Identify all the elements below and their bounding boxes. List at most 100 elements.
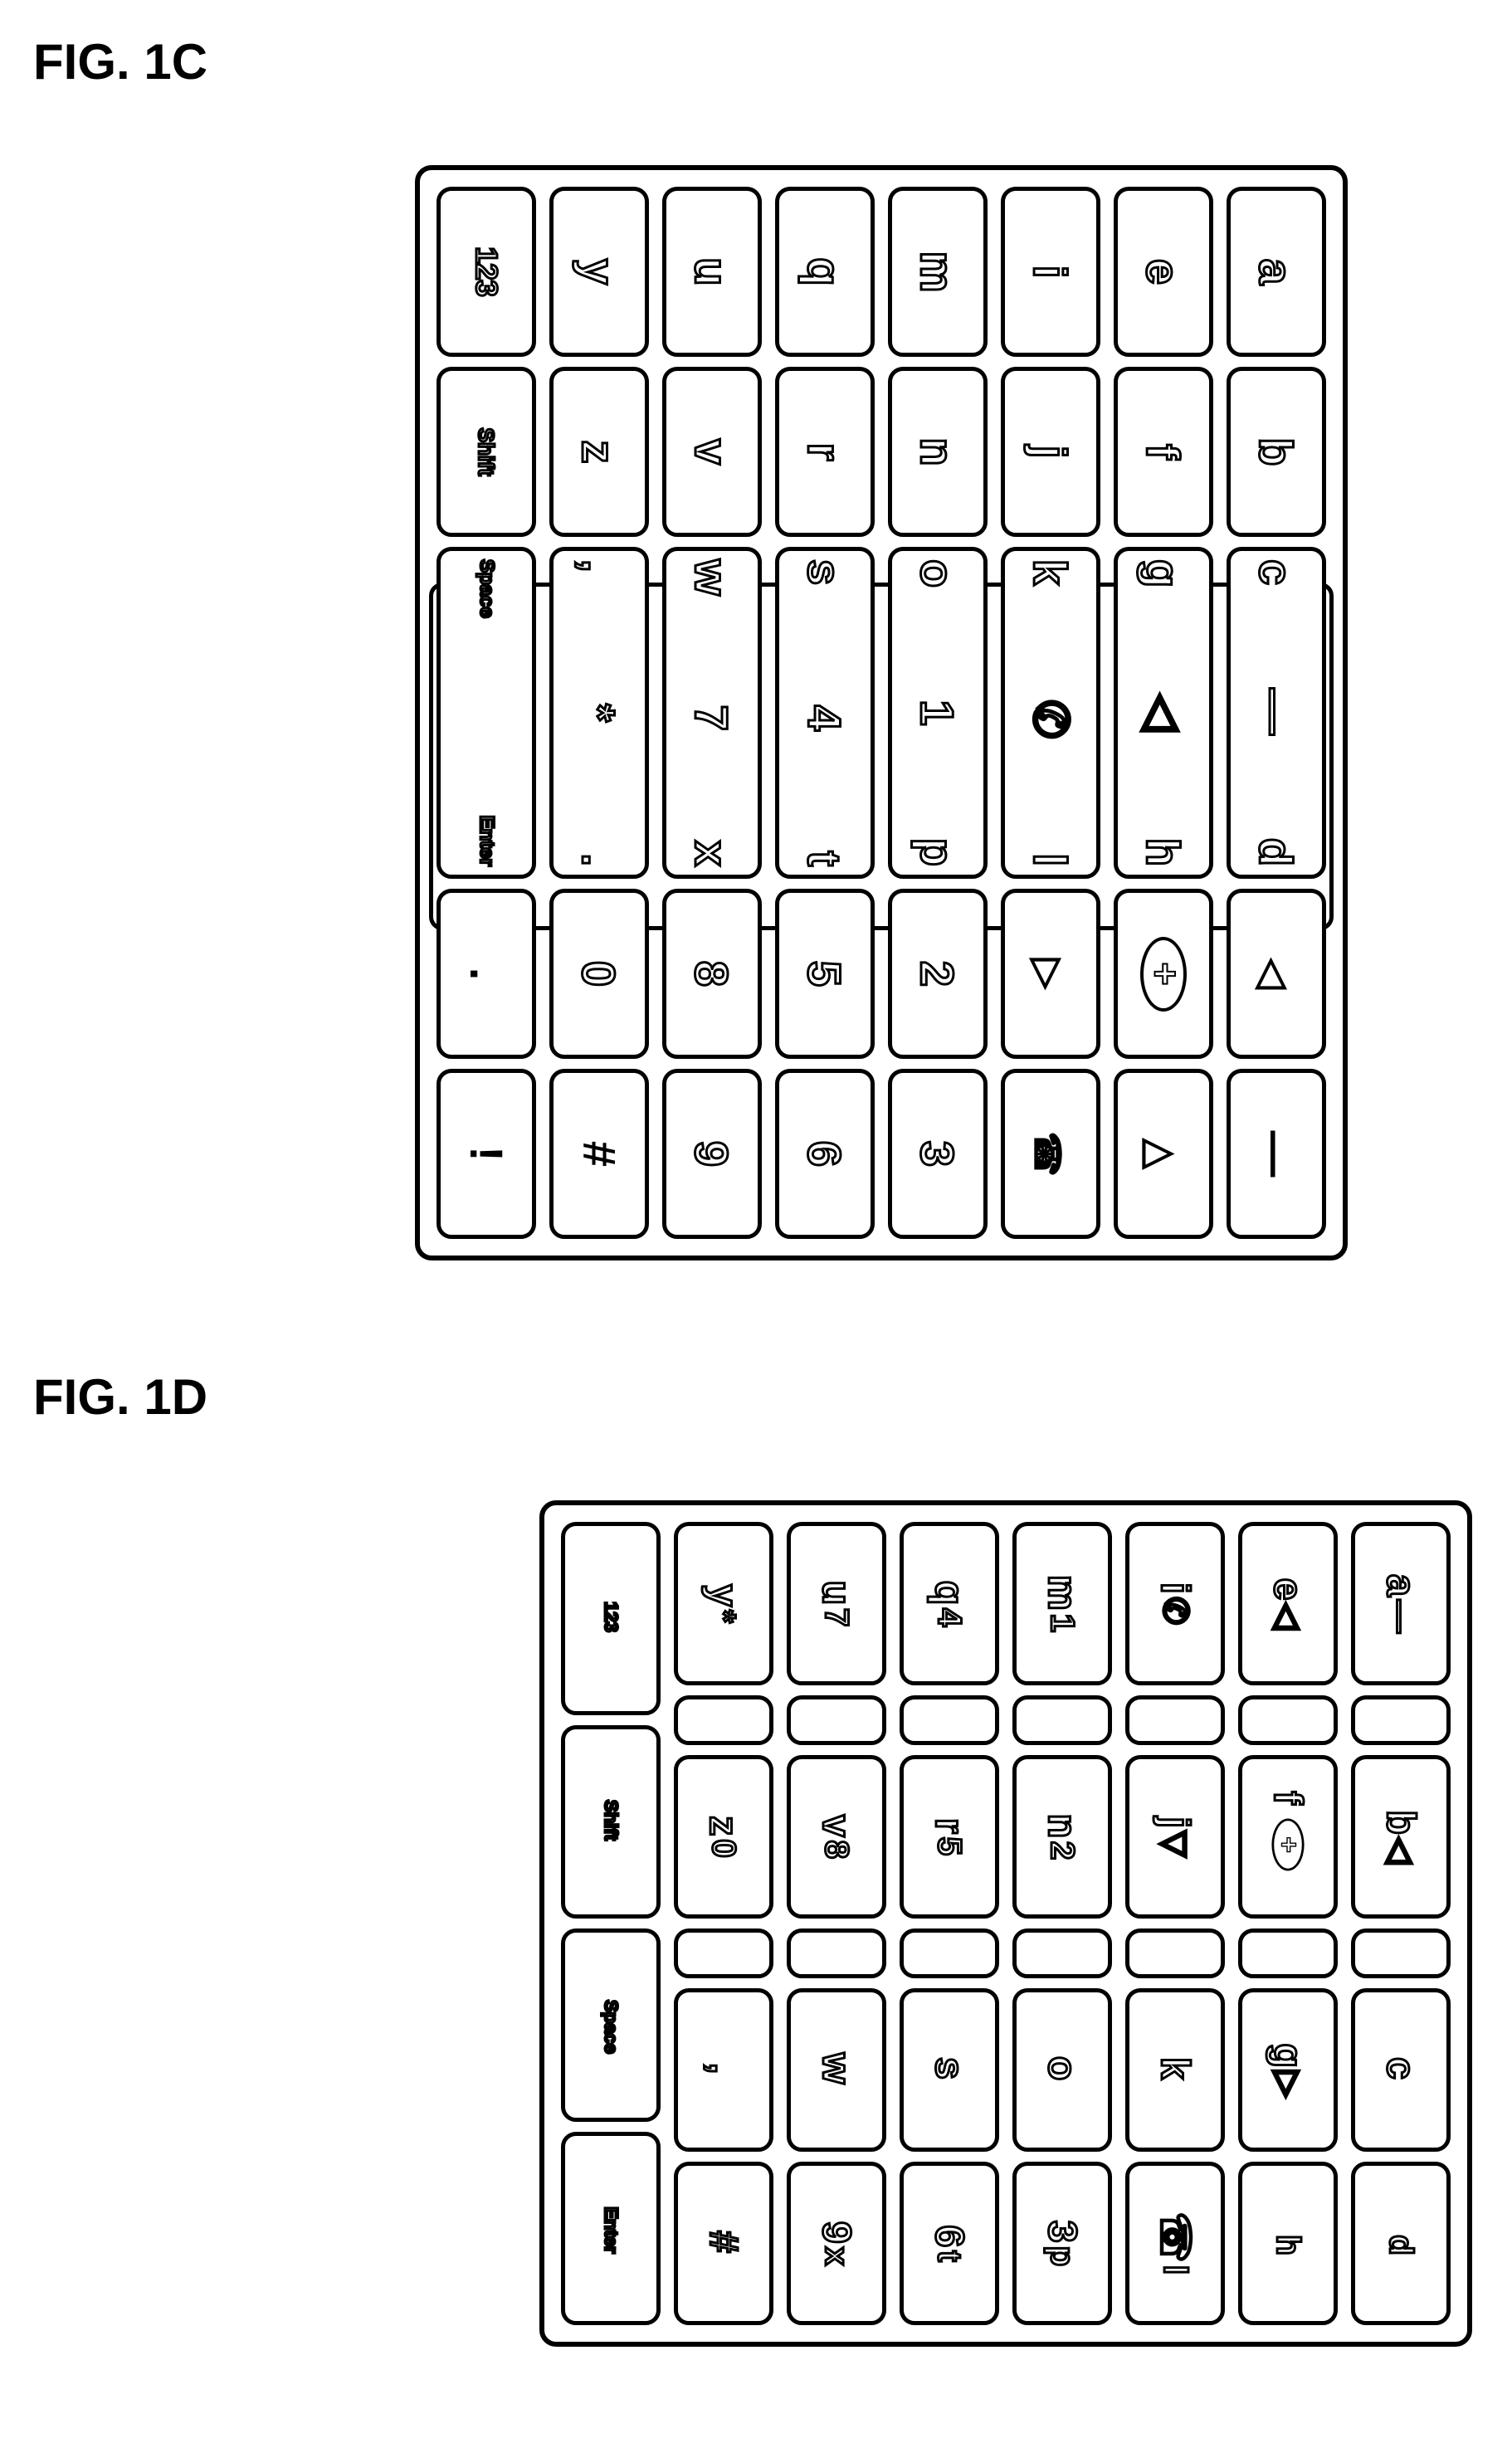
key[interactable]: s4t — [775, 547, 875, 879]
keypad-row: q4r5s6t — [900, 1522, 999, 2325]
key-label: 4 — [798, 705, 852, 731]
key[interactable]: d — [1351, 2162, 1451, 2325]
key[interactable] — [1001, 889, 1100, 1059]
key-label: i — [1024, 266, 1078, 279]
key[interactable]: o — [1012, 1988, 1112, 2152]
key[interactable]: s — [900, 1988, 999, 2152]
keypad-row: q r s4t56 — [775, 187, 875, 1239]
key[interactable]: 9 — [662, 1069, 762, 1239]
key-sublabel: 5 — [931, 1837, 968, 1855]
key-label: ◁ — [1136, 695, 1191, 730]
key[interactable]: j — [1001, 367, 1100, 537]
key-label: — — [1250, 688, 1304, 734]
key-label: m — [1040, 1575, 1085, 1611]
key-label: v — [685, 439, 739, 465]
key[interactable]: m1 — [1012, 1522, 1112, 1685]
key-label: w — [814, 2053, 860, 2084]
key[interactable]: Shift — [437, 367, 536, 537]
key[interactable]: g◁h — [1114, 547, 1213, 879]
key[interactable]: r — [775, 367, 875, 537]
key-label: y — [701, 1584, 747, 1607]
key[interactable]: Shift — [561, 1725, 661, 1919]
key[interactable]: g▷ — [1238, 1988, 1338, 2152]
key[interactable]: ,*. — [549, 547, 649, 879]
key[interactable]: q4 — [900, 1522, 999, 1685]
key-sublabel: x — [818, 2247, 856, 2265]
key[interactable]: o1p — [888, 547, 988, 879]
key-label: 7 — [685, 705, 739, 731]
key-sublabel: Space — [600, 2000, 622, 2054]
key-label: 123 — [600, 1602, 622, 1632]
excl-icon — [463, 1146, 510, 1162]
key[interactable]: n2 — [1012, 1755, 1112, 1919]
key[interactable]: y — [549, 187, 649, 357]
key[interactable] — [1227, 1069, 1326, 1239]
key[interactable]: 6 — [775, 1069, 875, 1239]
key[interactable]: 2 — [888, 889, 988, 1059]
key[interactable]: k✆l — [1001, 547, 1100, 879]
key[interactable]: i✆ — [1125, 1522, 1225, 1685]
key[interactable]: n — [888, 367, 988, 537]
key[interactable]: c—d — [1227, 547, 1326, 879]
key[interactable]: w7x — [662, 547, 762, 879]
key[interactable]: v — [662, 367, 762, 537]
key[interactable]: w — [787, 1988, 886, 2152]
key[interactable]: 0 — [549, 889, 649, 1059]
key-sublabel: d — [1383, 2235, 1420, 2255]
key[interactable] — [549, 1069, 649, 1239]
key-label: z — [701, 1816, 747, 1836]
key[interactable]: 3 — [888, 1069, 988, 1239]
key[interactable]: a— — [1351, 1522, 1451, 1685]
key[interactable]: 8 — [662, 889, 762, 1059]
key[interactable]: b — [1227, 367, 1326, 537]
key[interactable]: 9x — [787, 2162, 886, 2325]
key-label: c — [1378, 2057, 1424, 2080]
key[interactable] — [1227, 889, 1326, 1059]
key[interactable]: a — [1227, 187, 1326, 357]
key-sublabel: t — [931, 2250, 968, 2261]
key[interactable]: e — [1114, 187, 1213, 357]
key[interactable] — [1114, 1069, 1213, 1239]
key-label: r — [798, 443, 852, 461]
key[interactable]: z0 — [674, 1755, 773, 1919]
key-label: r — [927, 1818, 973, 1834]
key[interactable]: v8 — [787, 1755, 886, 1919]
key[interactable]: c — [1351, 1988, 1451, 2152]
key[interactable]: f — [1238, 1755, 1338, 1919]
key[interactable]: f — [1114, 367, 1213, 537]
key[interactable]: 5 — [775, 889, 875, 1059]
key[interactable]: u7 — [787, 1522, 886, 1685]
key[interactable]: m — [888, 187, 988, 357]
tri-right-icon — [1027, 958, 1074, 989]
key[interactable]: h — [1238, 2162, 1338, 2325]
key-sublabel: 7 — [818, 1608, 856, 1626]
key[interactable]: j▽ — [1125, 1755, 1225, 1919]
figure-1c: FIG. 1C abc—defg◁hijk✆lmno1p23qrs4t56uvw… — [33, 33, 1479, 1319]
key[interactable]: , — [674, 1988, 773, 2152]
key[interactable]: r5 — [900, 1755, 999, 1919]
key[interactable]: y* — [674, 1522, 773, 1685]
key[interactable]: q — [775, 187, 875, 357]
key[interactable] — [1114, 889, 1213, 1059]
key-sublabel: h — [1270, 2235, 1307, 2255]
key[interactable]: z — [549, 367, 649, 537]
key[interactable] — [437, 889, 536, 1059]
key[interactable]: 123 — [437, 187, 536, 357]
key-label: a — [1250, 259, 1304, 285]
key[interactable]: ☎l — [1125, 2162, 1225, 2325]
key[interactable]: # — [674, 2162, 773, 2325]
key[interactable]: u — [662, 187, 762, 357]
key[interactable]: 6t — [900, 2162, 999, 2325]
key[interactable]: i — [1001, 187, 1100, 357]
key[interactable] — [1001, 1069, 1100, 1239]
key-label: 9 — [685, 1141, 739, 1167]
key[interactable]: k — [1125, 1988, 1225, 2152]
key[interactable]: Space — [561, 1928, 661, 2122]
key[interactable]: 3p — [1012, 2162, 1112, 2325]
key[interactable]: 123 — [561, 1522, 661, 1715]
key[interactable]: SpaceEnter — [437, 547, 536, 879]
key[interactable]: b◁ — [1351, 1755, 1451, 1919]
key[interactable] — [437, 1069, 536, 1239]
key[interactable]: e◁ — [1238, 1522, 1338, 1685]
key[interactable]: Enter — [561, 2132, 661, 2325]
